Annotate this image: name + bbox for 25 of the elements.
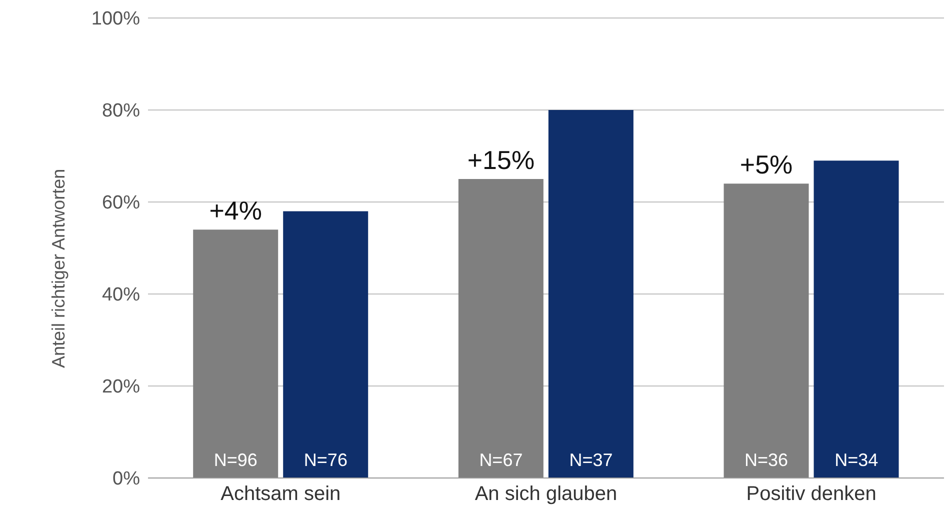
annotation: N=96 [214,450,258,470]
bar [458,179,544,478]
bar [283,211,368,478]
y-tick-label: 40% [102,284,140,306]
annotation: N=37 [569,450,613,470]
bar [814,160,899,478]
annotation: +4% [209,196,262,226]
annotation: N=34 [834,450,878,470]
bar [548,110,634,478]
y-axis-title: Anteil richtiger Antworten [48,168,68,368]
annotation: N=67 [479,450,523,470]
x-tick-label: Achtsam sein [220,483,341,506]
x-tick-label: Positiv denken [746,483,876,506]
bar [193,230,278,478]
bar [724,184,809,478]
y-tick-label: 100% [91,8,140,30]
y-tick-label: 80% [102,100,140,122]
y-tick-label: 60% [102,192,140,214]
y-tick-label: 0% [112,468,140,490]
y-tick-label: 20% [102,376,140,398]
annotation: N=76 [304,450,348,470]
annotation: N=36 [744,450,788,470]
annotation: +15% [467,145,535,175]
x-tick-label: An sich glauben [474,483,618,506]
annotation: +5% [740,150,793,180]
